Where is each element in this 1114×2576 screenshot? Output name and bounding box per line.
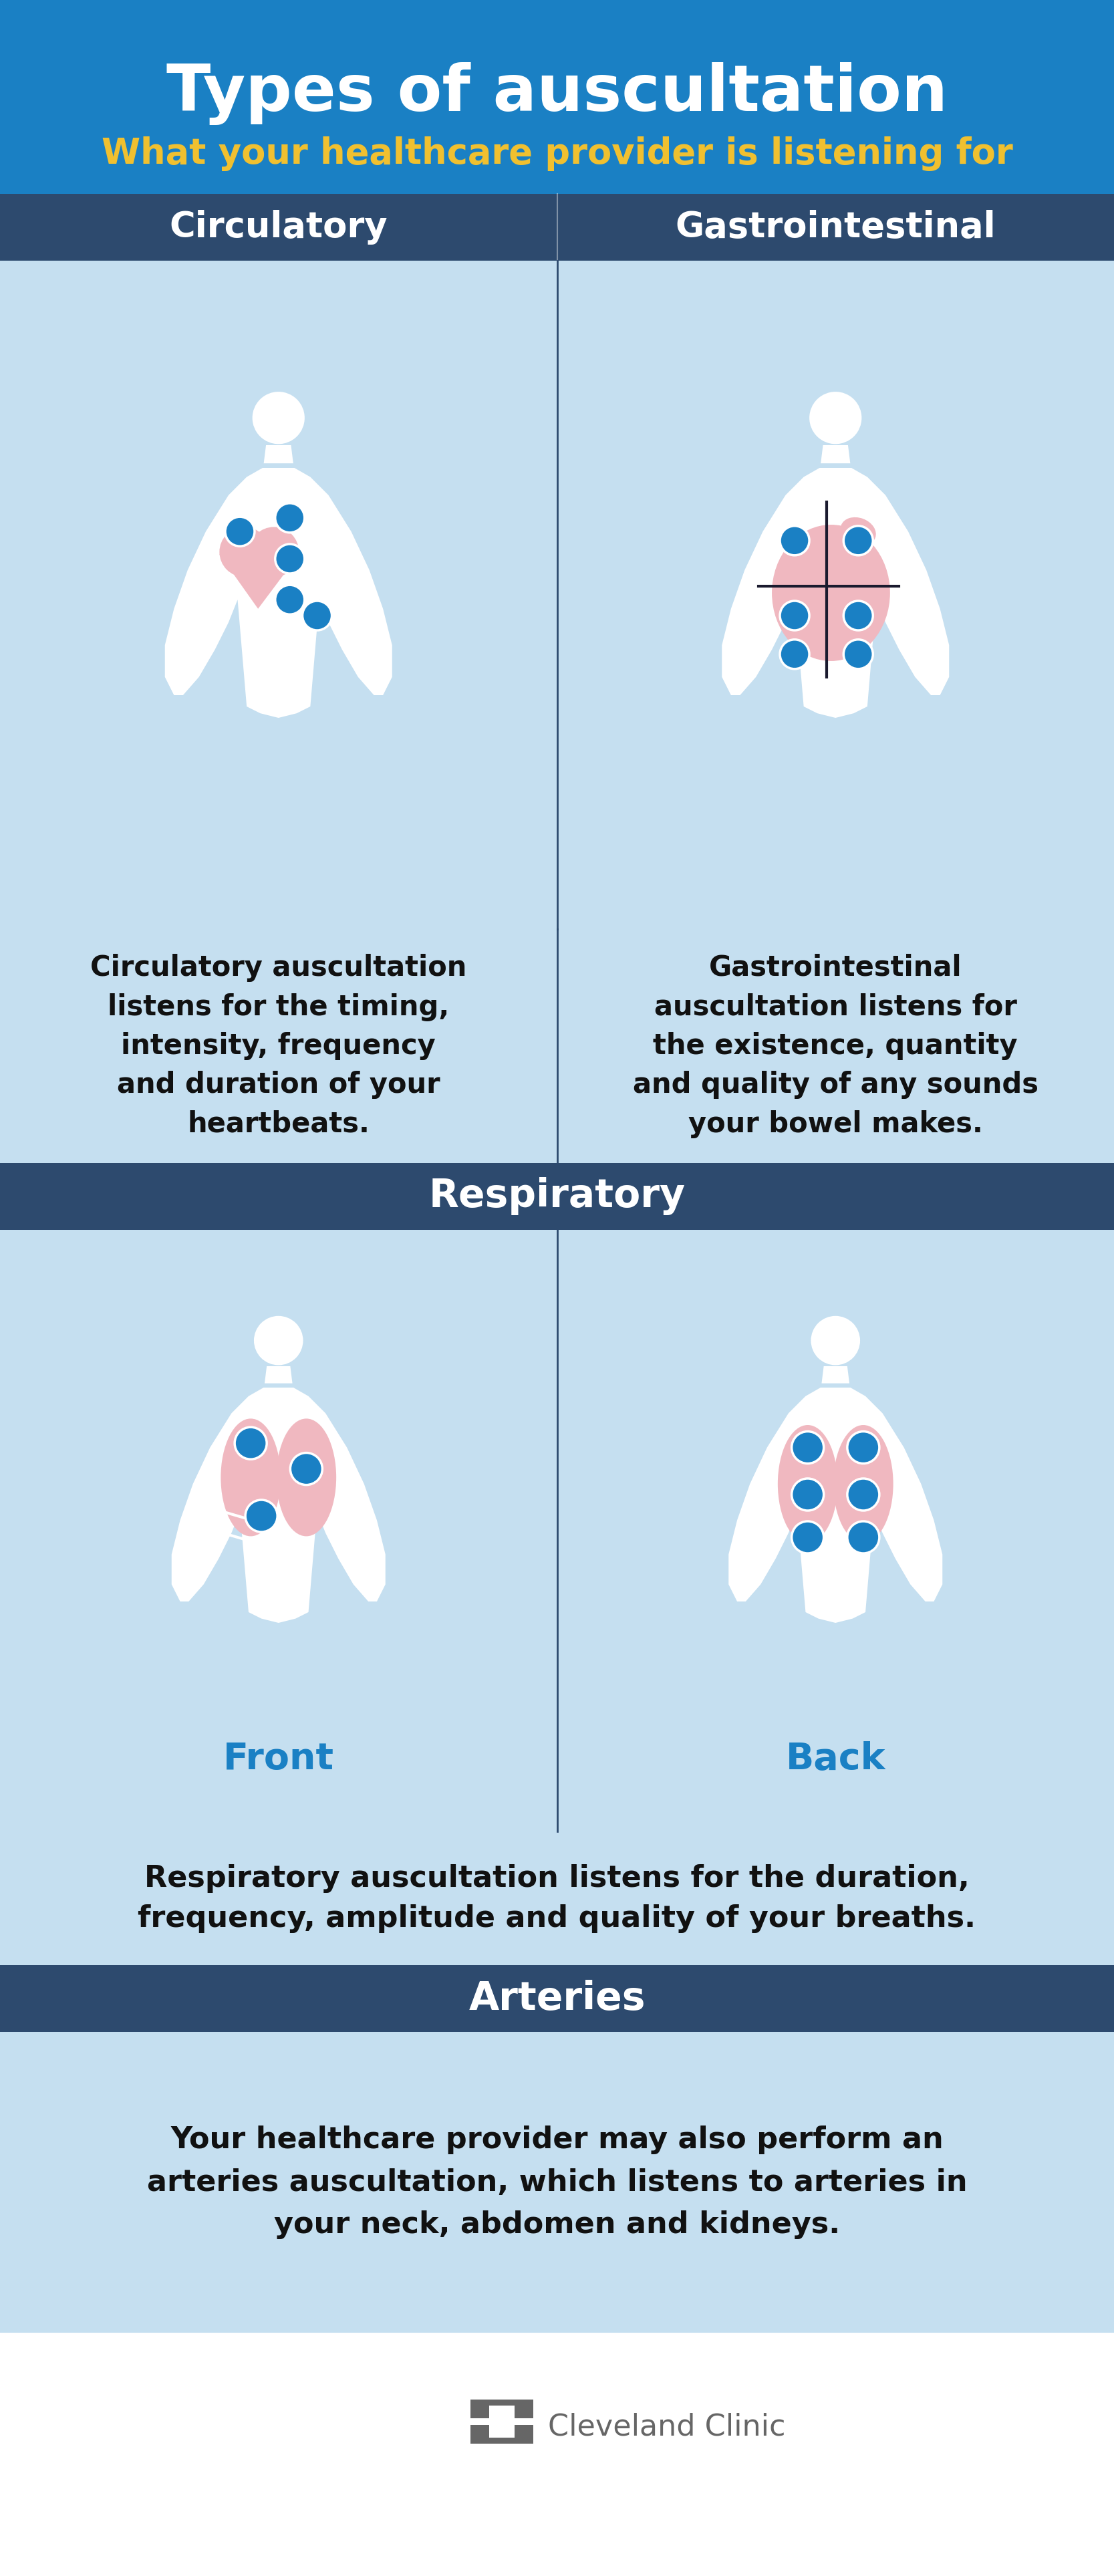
Polygon shape [722, 469, 949, 719]
Circle shape [235, 1427, 266, 1458]
FancyBboxPatch shape [0, 2032, 1114, 2334]
Circle shape [843, 526, 873, 556]
Ellipse shape [221, 1419, 281, 1535]
Polygon shape [264, 446, 293, 464]
Circle shape [225, 518, 255, 546]
Text: What your healthcare provider is listening for: What your healthcare provider is listeni… [101, 137, 1013, 170]
Circle shape [810, 392, 861, 443]
Circle shape [780, 526, 809, 556]
Text: Circulatory: Circulatory [169, 209, 388, 245]
FancyBboxPatch shape [0, 0, 1114, 193]
Text: Types of auscultation: Types of auscultation [166, 62, 948, 126]
Circle shape [302, 600, 332, 631]
FancyBboxPatch shape [0, 1162, 1114, 1229]
Circle shape [848, 1432, 879, 1463]
Polygon shape [822, 1365, 849, 1383]
Text: Arteries: Arteries [469, 1978, 645, 2017]
Polygon shape [821, 446, 850, 464]
Circle shape [843, 639, 873, 670]
Circle shape [792, 1522, 823, 1553]
FancyBboxPatch shape [470, 2398, 489, 2419]
Ellipse shape [778, 1425, 838, 1543]
FancyBboxPatch shape [470, 2437, 532, 2442]
Circle shape [254, 1316, 303, 1365]
FancyBboxPatch shape [470, 2424, 489, 2442]
Circle shape [780, 639, 809, 670]
Circle shape [780, 600, 809, 631]
FancyBboxPatch shape [515, 2424, 532, 2442]
FancyBboxPatch shape [0, 1229, 1114, 1832]
Circle shape [248, 528, 299, 577]
Circle shape [792, 1479, 823, 1510]
FancyBboxPatch shape [470, 2398, 532, 2406]
Circle shape [219, 528, 270, 577]
Polygon shape [729, 1388, 942, 1623]
Text: Back: Back [785, 1741, 886, 1777]
Text: Respiratory: Respiratory [429, 1177, 685, 1216]
Circle shape [275, 585, 304, 616]
Circle shape [275, 544, 304, 574]
Text: Your healthcare provider may also perform an
arteries auscultation, which listen: Your healthcare provider may also perfor… [147, 2125, 967, 2239]
Polygon shape [219, 554, 299, 608]
Circle shape [792, 1432, 823, 1463]
Circle shape [848, 1522, 879, 1553]
Circle shape [275, 502, 304, 533]
Polygon shape [172, 1388, 385, 1623]
Text: Gastrointestinal: Gastrointestinal [675, 209, 996, 245]
FancyBboxPatch shape [515, 2398, 532, 2419]
Circle shape [843, 600, 873, 631]
Circle shape [811, 1316, 860, 1365]
FancyBboxPatch shape [0, 260, 1114, 930]
FancyBboxPatch shape [0, 1832, 1114, 1965]
Text: Gastrointestinal
auscultation listens for
the existence, quantity
and quality of: Gastrointestinal auscultation listens fo… [633, 953, 1038, 1139]
Polygon shape [265, 1365, 292, 1383]
Circle shape [245, 1499, 277, 1533]
Text: Circulatory auscultation
listens for the timing,
intensity, frequency
and durati: Circulatory auscultation listens for the… [90, 953, 467, 1139]
Ellipse shape [841, 518, 876, 546]
FancyBboxPatch shape [0, 2334, 1114, 2509]
Ellipse shape [833, 1425, 893, 1543]
Text: Cleveland Clinic: Cleveland Clinic [548, 2414, 785, 2442]
Ellipse shape [772, 526, 890, 662]
Polygon shape [165, 469, 392, 719]
Circle shape [848, 1479, 879, 1510]
Text: Respiratory auscultation listens for the duration,
frequency, amplitude and qual: Respiratory auscultation listens for the… [138, 1865, 976, 1932]
FancyBboxPatch shape [0, 930, 1114, 1162]
Ellipse shape [276, 1419, 336, 1535]
Text: Front: Front [223, 1741, 334, 1777]
Circle shape [291, 1453, 322, 1484]
FancyBboxPatch shape [0, 1965, 1114, 2032]
FancyBboxPatch shape [0, 193, 1114, 260]
Circle shape [253, 392, 304, 443]
